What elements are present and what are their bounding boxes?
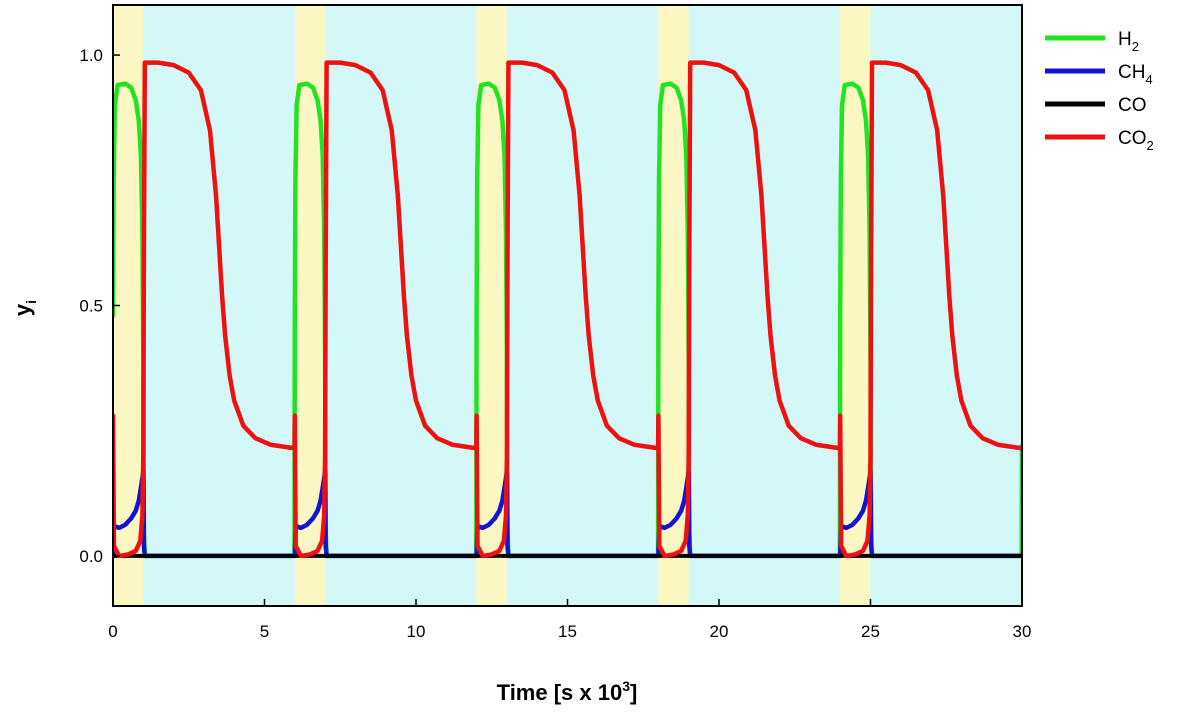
legend-label-co2: CO2 <box>1118 128 1154 153</box>
y-tick-label: 0.0 <box>79 547 103 566</box>
legend-label-ch4: CH4 <box>1118 62 1153 87</box>
x-tick-label: 20 <box>710 622 729 641</box>
legend: H2 CH4 CO CO2 <box>1045 29 1154 153</box>
y-axis: 0.0 0.5 1.0 <box>79 46 120 566</box>
x-tick-label: 0 <box>108 622 117 641</box>
x-tick-label: 5 <box>260 622 269 641</box>
legend-label-h2: H2 <box>1118 29 1139 54</box>
y-tick-label: 0.5 <box>79 297 103 316</box>
series-line-co2 <box>113 60 1022 559</box>
y-tick-label: 1.0 <box>79 46 103 65</box>
y-axis-title: yi <box>10 300 39 316</box>
x-tick-label: 30 <box>1013 622 1032 641</box>
legend-label-co: CO <box>1118 95 1147 116</box>
x-axis: 0 5 10 15 20 25 30 <box>108 599 1031 641</box>
x-tick-label: 25 <box>861 622 880 641</box>
x-tick-label: 10 <box>407 622 426 641</box>
x-tick-label: 15 <box>558 622 577 641</box>
series-layer <box>113 60 1022 559</box>
x-axis-title: Time [s x 103] <box>497 678 638 705</box>
series-line-ch4 <box>113 468 1022 559</box>
